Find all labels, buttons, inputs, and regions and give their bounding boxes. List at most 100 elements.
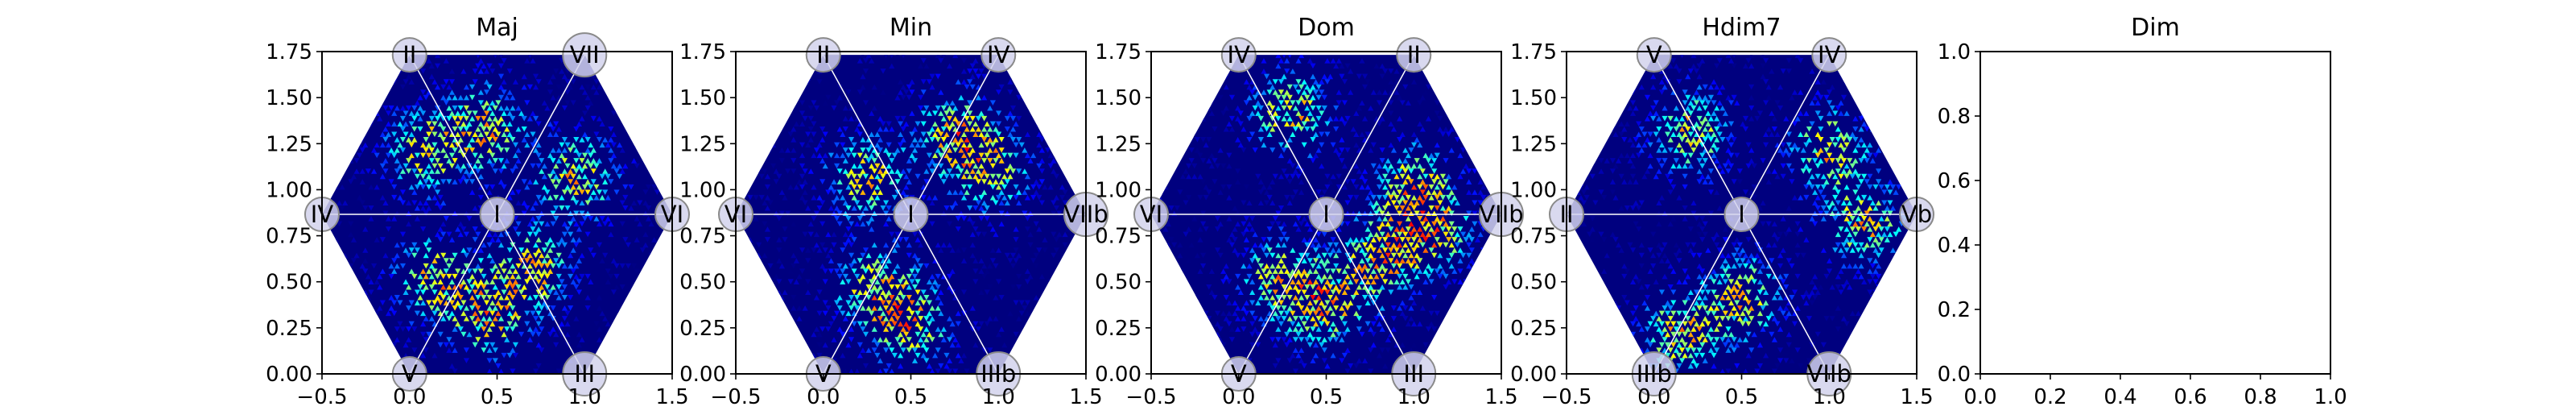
density-bin	[1243, 79, 1250, 85]
density-bin	[1425, 231, 1432, 238]
density-bin	[1893, 305, 1899, 311]
density-bin	[1286, 158, 1293, 164]
density-bin	[949, 247, 956, 253]
density-bin	[1483, 358, 1489, 363]
density-bin	[1261, 289, 1267, 296]
density-bin	[1286, 305, 1293, 311]
density-bin	[437, 163, 444, 169]
density-bins	[1567, 55, 1917, 374]
density-bin	[1448, 231, 1455, 238]
density-bin	[504, 94, 510, 101]
density-bin	[906, 337, 912, 342]
density-bin	[1587, 337, 1593, 342]
density-bin	[935, 326, 941, 332]
density-bin	[889, 347, 895, 353]
density-bin	[452, 158, 458, 164]
density-bin	[1702, 295, 1708, 301]
density-bin	[576, 237, 582, 243]
density-bin	[1667, 326, 1674, 332]
density-bin	[553, 163, 559, 169]
density-bin	[940, 126, 947, 132]
density-bin	[1419, 305, 1426, 311]
density-bin	[1307, 310, 1313, 317]
density-bin	[1024, 300, 1031, 306]
density-bin	[345, 268, 351, 274]
density-bin	[1667, 347, 1674, 353]
density-bin	[805, 68, 811, 74]
density-bin	[1382, 173, 1389, 180]
density-bin	[851, 289, 857, 296]
density-bin	[1243, 216, 1250, 222]
density-bin	[860, 252, 866, 259]
density-bin	[1457, 279, 1463, 284]
density-bin	[1327, 305, 1334, 311]
density-bin	[512, 163, 519, 169]
density-bin	[1379, 73, 1385, 80]
density-bin	[1711, 310, 1717, 317]
density-bin	[1393, 194, 1400, 201]
density-bin	[394, 242, 400, 248]
density-bin	[1682, 321, 1688, 327]
density-bin	[1740, 258, 1746, 263]
density-bin	[564, 205, 571, 211]
density-bin	[851, 205, 857, 211]
density-bin	[1361, 73, 1368, 80]
density-bin	[1327, 295, 1334, 301]
density-bin	[1151, 100, 1158, 106]
density-bin	[1901, 268, 1908, 274]
density-bin	[1350, 273, 1356, 280]
density-bin	[969, 305, 976, 311]
density-bin	[1486, 58, 1492, 64]
density-bin	[914, 321, 921, 327]
density-bin	[1368, 284, 1374, 290]
density-bin	[1038, 200, 1045, 205]
density-bin	[1486, 310, 1492, 317]
density-bin	[431, 310, 438, 317]
density-bin	[481, 137, 487, 143]
density-bin	[782, 289, 788, 296]
density-bin	[1468, 300, 1475, 306]
density-bin	[1777, 252, 1784, 259]
density-bin	[394, 295, 400, 301]
density-bin	[1301, 310, 1307, 317]
density-bin	[1059, 110, 1066, 116]
density-bin	[1295, 352, 1302, 359]
density-bin	[1042, 237, 1048, 243]
density-bin	[483, 100, 490, 106]
density-bin	[1780, 310, 1786, 317]
density-bin	[1027, 242, 1034, 248]
density-bin	[1843, 279, 1850, 284]
density-bin	[782, 226, 788, 232]
density-bin	[550, 210, 556, 217]
density-bin	[1443, 347, 1449, 353]
density-bin	[1042, 352, 1048, 359]
density-bin	[1051, 316, 1057, 322]
density-bin	[1414, 273, 1420, 280]
density-bin	[322, 100, 328, 106]
density-bin	[1434, 184, 1440, 190]
density-bin	[1304, 295, 1311, 301]
density-bin	[1757, 268, 1764, 274]
density-bin	[889, 273, 895, 280]
density-bin	[417, 168, 423, 174]
density-bin	[1315, 147, 1322, 153]
density-bin	[767, 200, 774, 205]
density-bin	[1281, 263, 1287, 269]
density-bin	[1286, 55, 1293, 59]
density-bin	[1203, 142, 1209, 148]
density-bin	[406, 305, 412, 311]
density-bin	[1249, 131, 1256, 138]
density-bin	[541, 173, 547, 180]
density-bin	[1425, 115, 1432, 122]
density-bin	[1232, 226, 1238, 232]
density-bin	[524, 310, 530, 317]
density-bin	[530, 142, 536, 148]
density-bin	[510, 168, 516, 174]
density-bin	[1249, 310, 1256, 317]
y-tick-label: 0.75	[1095, 225, 1141, 249]
density-bin	[938, 89, 944, 95]
density-bin	[1062, 263, 1068, 269]
y-tick-label: 1.50	[1095, 86, 1141, 110]
density-bin	[822, 152, 828, 159]
